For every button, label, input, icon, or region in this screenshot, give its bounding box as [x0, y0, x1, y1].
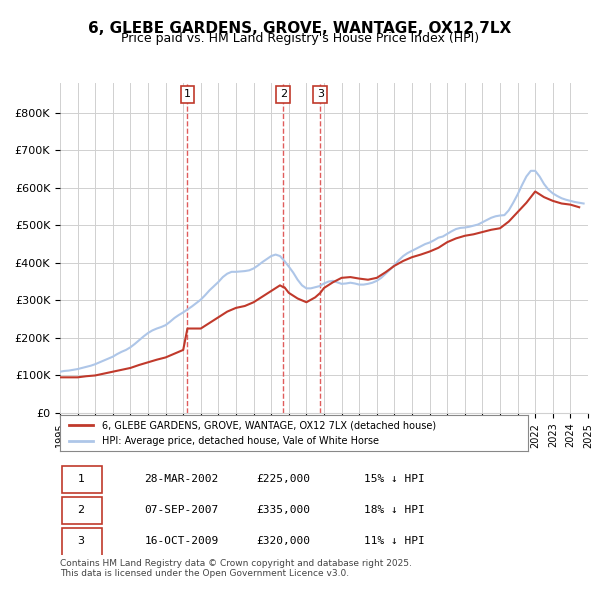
Text: 07-SEP-2007: 07-SEP-2007: [144, 505, 218, 515]
Text: 3: 3: [77, 536, 85, 546]
Text: 2: 2: [77, 505, 85, 515]
Text: 2: 2: [280, 89, 287, 99]
Text: Price paid vs. HM Land Registry's House Price Index (HPI): Price paid vs. HM Land Registry's House …: [121, 32, 479, 45]
Text: £335,000: £335,000: [257, 505, 311, 515]
Text: 1: 1: [77, 474, 85, 484]
Text: 15% ↓ HPI: 15% ↓ HPI: [364, 474, 425, 484]
Text: Contains HM Land Registry data © Crown copyright and database right 2025.
This d: Contains HM Land Registry data © Crown c…: [60, 559, 412, 578]
FancyBboxPatch shape: [62, 528, 102, 556]
FancyBboxPatch shape: [62, 466, 102, 493]
Text: HPI: Average price, detached house, Vale of White Horse: HPI: Average price, detached house, Vale…: [102, 436, 379, 446]
Text: 1: 1: [184, 89, 191, 99]
Text: £225,000: £225,000: [257, 474, 311, 484]
Text: 6, GLEBE GARDENS, GROVE, WANTAGE, OX12 7LX (detached house): 6, GLEBE GARDENS, GROVE, WANTAGE, OX12 7…: [102, 420, 436, 430]
FancyBboxPatch shape: [62, 497, 102, 525]
Text: 18% ↓ HPI: 18% ↓ HPI: [364, 505, 425, 515]
Text: £320,000: £320,000: [257, 536, 311, 546]
Text: 3: 3: [317, 89, 324, 99]
Text: 6, GLEBE GARDENS, GROVE, WANTAGE, OX12 7LX: 6, GLEBE GARDENS, GROVE, WANTAGE, OX12 7…: [88, 21, 512, 35]
Text: 16-OCT-2009: 16-OCT-2009: [144, 536, 218, 546]
Text: 11% ↓ HPI: 11% ↓ HPI: [364, 536, 425, 546]
Text: 28-MAR-2002: 28-MAR-2002: [144, 474, 218, 484]
